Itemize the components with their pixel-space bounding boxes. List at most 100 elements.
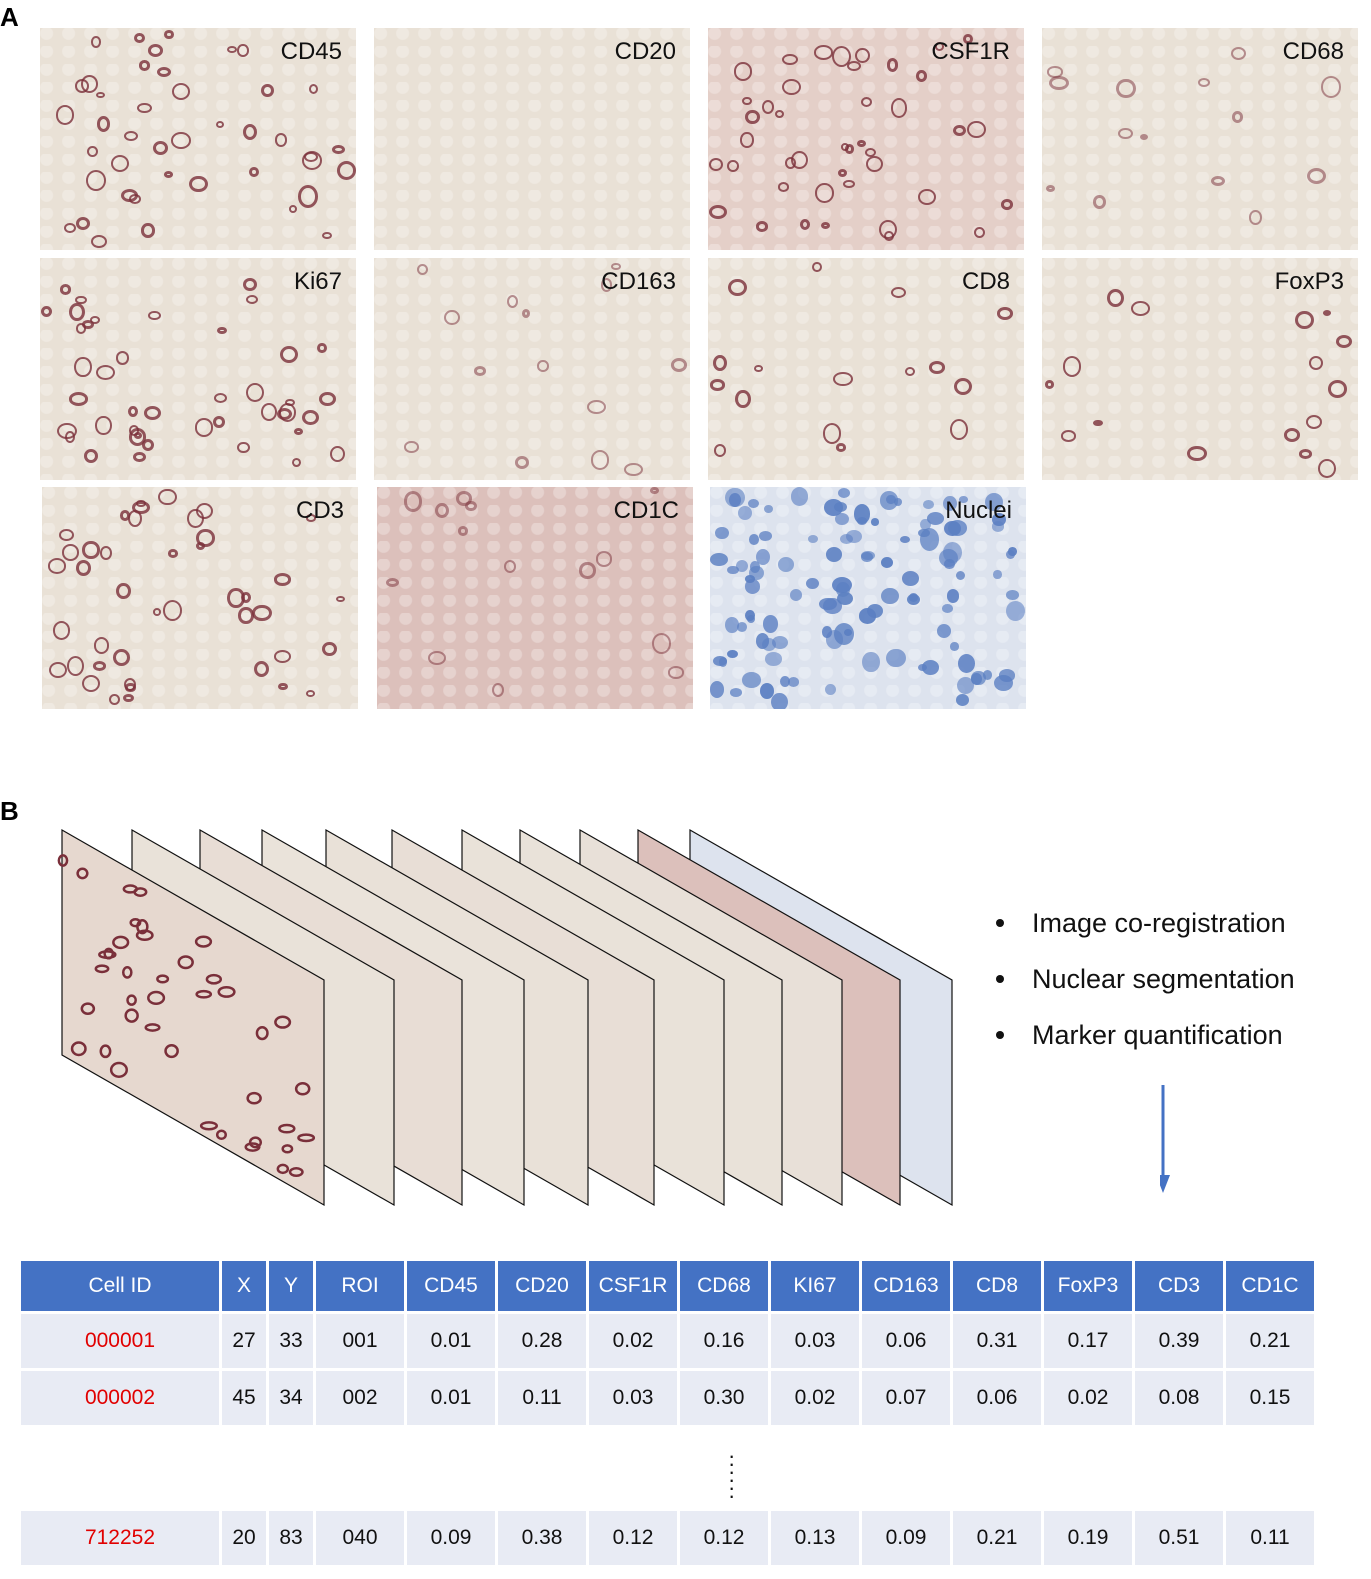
stained-cell bbox=[41, 305, 53, 317]
stained-cell bbox=[821, 221, 831, 229]
stained-cell bbox=[163, 170, 173, 178]
stained-cell bbox=[745, 109, 760, 125]
stained-cell bbox=[904, 366, 915, 376]
stained-cell bbox=[908, 592, 919, 602]
table-cell: 27 bbox=[222, 1311, 266, 1368]
marker-label: FoxP3 bbox=[1274, 268, 1344, 295]
step-label: Nuclear segmentation bbox=[1032, 964, 1295, 994]
stained-cell bbox=[59, 529, 75, 541]
stained-cell bbox=[215, 120, 224, 128]
stained-cell bbox=[1249, 210, 1262, 225]
stained-cell bbox=[281, 1144, 294, 1154]
table-cell bbox=[680, 1425, 768, 1508]
stained-cell bbox=[95, 365, 115, 380]
stained-cell bbox=[246, 295, 259, 305]
table-row bbox=[21, 1425, 1314, 1508]
stained-cell bbox=[99, 1044, 112, 1059]
marker-label: CD8 bbox=[961, 268, 1010, 295]
stained-cell bbox=[886, 58, 899, 72]
stained-cell bbox=[75, 559, 91, 576]
stained-cell bbox=[748, 499, 760, 509]
stained-cell bbox=[260, 403, 278, 422]
stained-cell bbox=[243, 278, 257, 292]
stained-cell bbox=[926, 511, 945, 525]
stained-cell bbox=[782, 79, 802, 96]
ellipsis-dot: · bbox=[728, 1483, 736, 1508]
table-cell: 040 bbox=[316, 1508, 404, 1565]
table-cell: 0.21 bbox=[953, 1508, 1041, 1565]
stained-cell bbox=[835, 512, 849, 525]
stained-cell bbox=[729, 688, 742, 697]
stained-cell bbox=[90, 35, 102, 48]
stained-cell bbox=[1008, 547, 1017, 557]
stained-cell bbox=[164, 29, 174, 39]
marker-tile: CD1C bbox=[377, 487, 693, 709]
stained-cell bbox=[579, 562, 596, 579]
stained-cell bbox=[813, 45, 834, 60]
table-cell bbox=[953, 1425, 1041, 1508]
stained-cell bbox=[76, 216, 91, 230]
stained-cell bbox=[125, 683, 136, 692]
table-cell: 83 bbox=[269, 1508, 313, 1565]
cell-id: 000002 bbox=[21, 1368, 219, 1425]
col-header: X bbox=[222, 1261, 266, 1311]
stained-cell bbox=[147, 44, 164, 58]
stained-cell bbox=[944, 520, 961, 537]
marker-tile: CD45 bbox=[40, 28, 356, 250]
stained-cell bbox=[843, 180, 855, 189]
stained-cell bbox=[1321, 76, 1341, 98]
stained-cell bbox=[808, 534, 819, 543]
stained-cell bbox=[771, 692, 788, 709]
stained-cell bbox=[595, 551, 613, 567]
stained-cell bbox=[749, 565, 764, 581]
stained-cell bbox=[733, 62, 753, 81]
bullet-dot bbox=[996, 975, 1004, 983]
stained-cell bbox=[194, 935, 213, 948]
table-cell: 0.28 bbox=[498, 1311, 586, 1368]
col-header: CD20 bbox=[498, 1261, 586, 1311]
stained-cell bbox=[708, 204, 728, 220]
table-cell: 0.09 bbox=[862, 1508, 950, 1565]
stained-cell bbox=[116, 582, 131, 600]
stained-cell bbox=[212, 415, 225, 429]
stained-cell bbox=[127, 405, 138, 418]
stained-cell bbox=[82, 674, 101, 692]
stained-cell bbox=[779, 675, 791, 688]
col-header: CD68 bbox=[680, 1261, 768, 1311]
stained-cell bbox=[385, 577, 400, 587]
stained-cell bbox=[171, 132, 191, 149]
stained-cell bbox=[122, 693, 134, 703]
stained-cell bbox=[765, 652, 783, 666]
table-cell: 0.51 bbox=[1135, 1508, 1223, 1565]
stained-cell bbox=[301, 151, 322, 170]
stained-cell bbox=[74, 356, 92, 378]
stained-cell bbox=[492, 683, 505, 698]
stained-cell bbox=[744, 579, 760, 594]
stained-cell bbox=[761, 100, 775, 115]
stained-cell bbox=[473, 365, 486, 376]
stained-cell bbox=[1001, 199, 1014, 210]
stained-cell bbox=[727, 649, 739, 659]
table-cell: 0.39 bbox=[1135, 1311, 1223, 1368]
stained-cell bbox=[710, 553, 729, 567]
tissue-texture bbox=[1042, 258, 1358, 480]
stained-cell bbox=[294, 1082, 311, 1096]
stained-cell bbox=[650, 487, 659, 494]
stained-cell bbox=[825, 546, 843, 562]
stained-cell bbox=[709, 379, 726, 391]
stained-cell bbox=[651, 632, 672, 655]
stained-cell bbox=[712, 354, 727, 372]
stained-cell bbox=[92, 660, 107, 671]
stained-cell bbox=[840, 533, 854, 544]
table-cell: 0.07 bbox=[862, 1368, 950, 1425]
ellipsis-dot: · bbox=[728, 1467, 736, 1492]
stained-cell bbox=[163, 599, 183, 621]
stained-cell bbox=[93, 637, 110, 654]
stained-cell bbox=[866, 156, 884, 173]
stained-cell bbox=[336, 161, 356, 180]
stained-cell bbox=[764, 504, 774, 513]
stained-cell bbox=[856, 139, 866, 148]
stained-cell bbox=[710, 681, 725, 699]
stained-cell bbox=[321, 231, 332, 239]
panel-a-letter: A bbox=[0, 2, 19, 32]
